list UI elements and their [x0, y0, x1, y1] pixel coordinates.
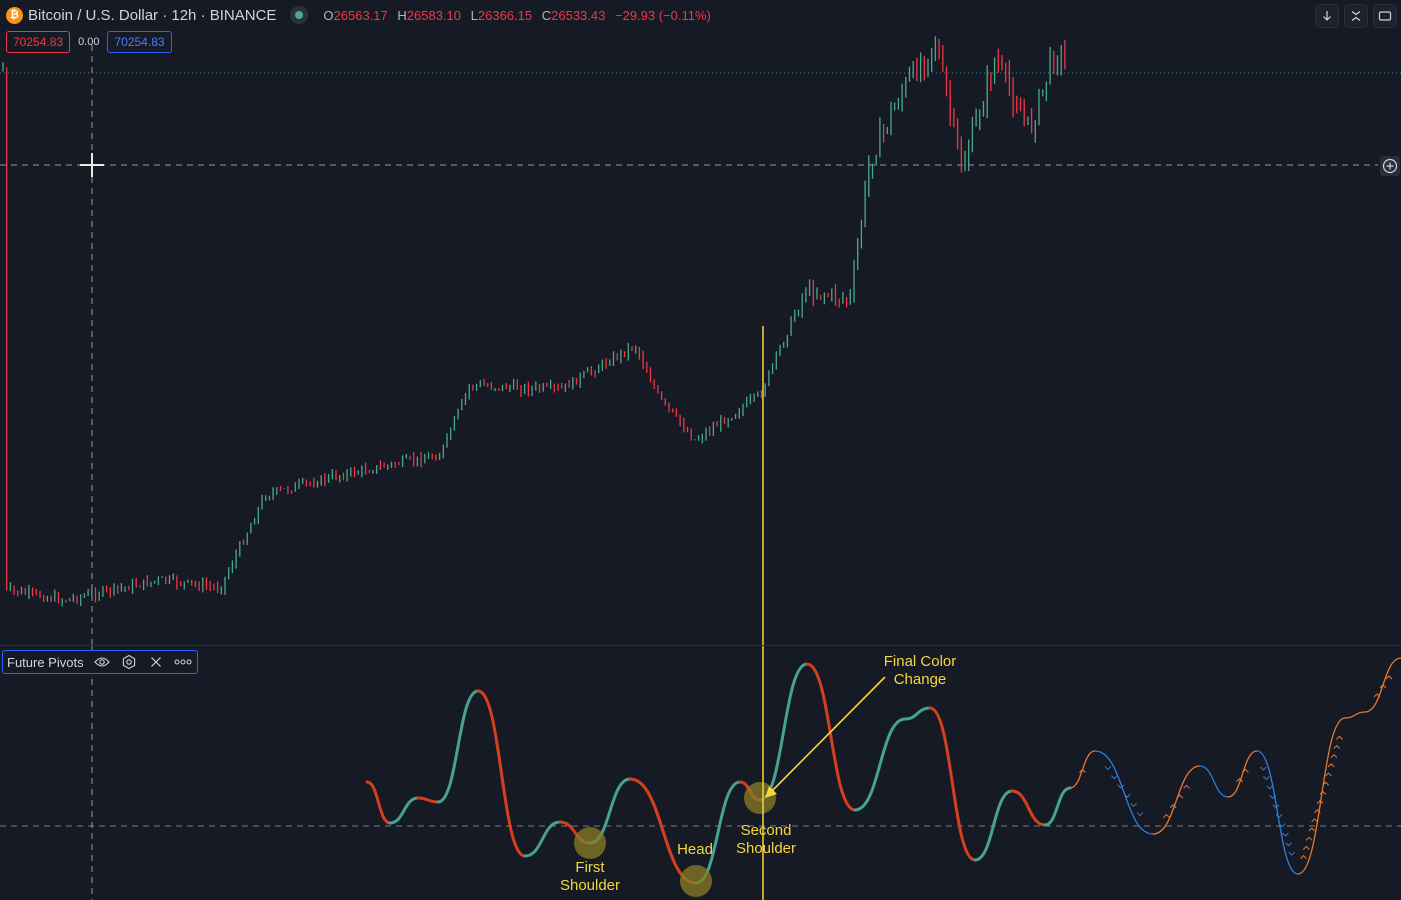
add-price-level-button[interactable]	[1380, 156, 1400, 176]
bitcoin-icon: ₿	[6, 6, 23, 24]
eye-icon[interactable]	[93, 653, 111, 671]
second-shoulder-label: Second Shoulder	[735, 822, 797, 857]
head-label: Head	[677, 841, 713, 858]
open-label: O	[323, 7, 334, 23]
maximize-icon	[1378, 11, 1392, 21]
indicator-legend[interactable]: Future Pivots	[2, 650, 198, 674]
ohlc-values: O26563.17 H26583.10 L26366.15 C26533.43 …	[323, 8, 710, 23]
pane-controls	[1315, 4, 1397, 28]
symbol-legend: ₿ Bitcoin / U.S. Dollar · 12h · BINANCE …	[6, 6, 711, 24]
first-shoulder-label: First Shoulder	[559, 859, 621, 894]
high-label: H	[397, 7, 407, 23]
collapse-icon	[1351, 11, 1361, 21]
close-value: 26533.43	[551, 7, 606, 23]
pivot-marker	[680, 865, 712, 897]
pivot-marker	[574, 827, 606, 859]
change-value: −29.93 (−0.11%)	[615, 7, 711, 23]
buy-price-button[interactable]: 70254.83	[107, 31, 172, 53]
high-value: 26583.10	[406, 7, 462, 23]
price-pane[interactable]: ₿ Bitcoin / U.S. Dollar · 12h · BINANCE …	[0, 0, 1401, 645]
collapse-pane-button[interactable]	[1344, 4, 1368, 28]
future-pivots-plot[interactable]	[0, 646, 1401, 900]
maximize-pane-button[interactable]	[1373, 4, 1397, 28]
settings-icon[interactable]	[120, 653, 138, 671]
market-open-dot-icon	[290, 6, 309, 24]
indicator-name: Future Pivots	[7, 654, 84, 670]
low-label: L	[470, 7, 478, 23]
indicator-pane[interactable]: Future Pivots First Shoulder Head Second…	[0, 646, 1401, 900]
arrow-down-icon	[1323, 11, 1331, 21]
low-value: 26366.15	[477, 7, 533, 23]
spread-value: 0.00	[78, 36, 100, 48]
sell-price-button[interactable]: 70254.83	[6, 31, 71, 53]
candlestick-chart[interactable]	[0, 0, 1401, 645]
close-label: C	[541, 7, 552, 23]
final-color-change-label: Final Color Change	[883, 653, 957, 688]
plus-circle-icon	[1382, 158, 1398, 174]
close-icon[interactable]	[147, 653, 165, 671]
open-value: 26563.17	[333, 7, 388, 23]
more-icon[interactable]	[174, 653, 192, 671]
pivot-marker	[744, 782, 776, 814]
annotation-arrow	[767, 676, 886, 796]
scroll-to-latest-button[interactable]	[1315, 4, 1339, 28]
pane-separator[interactable]	[0, 645, 1401, 646]
trade-prices: 70254.83 0.00 70254.83	[6, 31, 172, 53]
crosshair-cursor-icon	[80, 153, 104, 177]
symbol-title[interactable]: Bitcoin / U.S. Dollar · 12h · BINANCE	[28, 6, 277, 24]
